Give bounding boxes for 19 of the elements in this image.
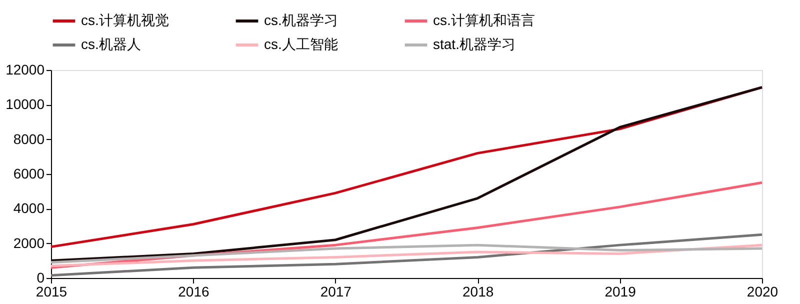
x-tick-label: 2017: [320, 284, 352, 300]
y-tick-label: 0: [36, 270, 45, 286]
y-tick-label: 10000: [6, 96, 45, 112]
legend-label: cs.人工智能: [264, 36, 338, 52]
legend-label: cs.计算机和语言: [433, 12, 535, 28]
legend-label: cs.机器人: [81, 36, 141, 52]
x-tick-label: 2016: [178, 284, 210, 300]
x-tick-label: 2019: [604, 284, 636, 300]
y-tick-label: 4000: [13, 200, 45, 216]
y-tick-label: 6000: [13, 166, 45, 182]
legend-label: cs.计算机视觉: [81, 12, 169, 28]
y-tick-label: 2000: [13, 234, 45, 251]
y-tick-label: 8000: [13, 130, 45, 147]
legend-label: cs.机器学习: [264, 12, 338, 28]
x-tick-label: 2015: [36, 284, 68, 300]
x-tick-label: 2020: [746, 284, 778, 300]
y-tick-label: 12000: [6, 62, 45, 78]
legend-label: stat.机器学习: [433, 36, 516, 52]
x-tick-label: 2018: [462, 284, 494, 300]
